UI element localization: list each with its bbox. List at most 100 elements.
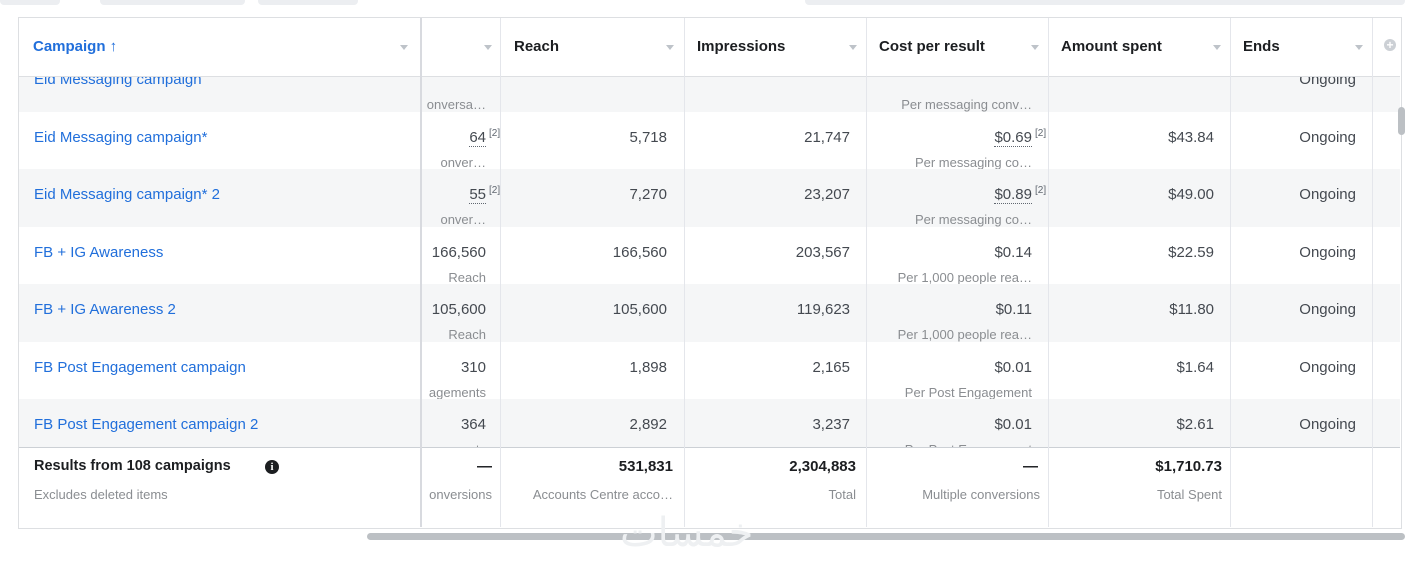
add-column-button[interactable]: +: [1384, 39, 1396, 51]
column-divider: [1372, 18, 1373, 527]
campaign-name[interactable]: FB Post Engagement campaign 2: [34, 416, 259, 433]
results-subtext: agements: [429, 442, 486, 448]
table-row[interactable]: FB + IG Awareness 2 105,600 Reach 105,600 11…: [19, 284, 1400, 342]
cost-value: $0.69 [2]: [994, 128, 1046, 147]
sort-caret[interactable]: [484, 45, 492, 50]
sort-caret[interactable]: [1213, 45, 1221, 50]
results-subtext: onver…: [440, 154, 486, 170]
results-value-value: 64: [469, 128, 486, 147]
results-value-wrap: 55 [2]: [469, 185, 500, 204]
table-row[interactable]: Eid Messaging campaign* 2 55 [2] onver… 7,27…: [19, 169, 1400, 227]
toolbar-fragment: [258, 0, 358, 5]
cost-subtext: Per messaging co…: [914, 154, 1032, 170]
reach-value: 2,892: [629, 416, 667, 433]
footnote-marker: [2]: [1035, 127, 1047, 139]
column-header[interactable]: Impressions: [697, 38, 786, 55]
table-body: Eid Messaging campaign onversa… Per messag…: [19, 77, 1400, 448]
reach-value: 5,718: [629, 128, 667, 146]
ends-value: Ongoing: [1299, 186, 1356, 203]
cost-value-wrap: $0.89 [2]: [994, 185, 1046, 204]
footer-impressions-subtext: Total: [828, 487, 856, 502]
campaign-name[interactable]: FB + IG Awareness 2: [34, 301, 176, 318]
reach-value: 1,898: [629, 358, 667, 376]
results-subtext: agements: [428, 384, 486, 400]
campaign-name[interactable]: Eid Messaging campaign: [34, 77, 202, 88]
table-row[interactable]: FB Post Engagement campaign 310 agements 1,…: [19, 341, 1400, 400]
results-subtext: Reach: [448, 327, 486, 342]
amount-spent-value: $11.80: [1169, 301, 1214, 318]
sort-caret[interactable]: [400, 45, 408, 50]
ends-value: Ongoing: [1299, 77, 1356, 88]
results-value-wrap: 64 [2]: [469, 128, 500, 147]
impressions-value: 203,567: [795, 243, 850, 261]
column-divider: [500, 18, 501, 527]
results-value: 166,560: [431, 243, 486, 261]
footer-cost: —: [1023, 458, 1038, 475]
results-value: 105,600: [431, 301, 486, 318]
sort-caret[interactable]: [1031, 45, 1039, 50]
cost-value-value: $0.89: [994, 186, 1032, 204]
cost-value-wrap: $0.69 [2]: [994, 128, 1046, 147]
impressions-value: 3,237: [812, 416, 850, 433]
campaign-name[interactable]: FB + IG Awareness: [34, 243, 164, 261]
ends-value: Ongoing: [1299, 128, 1356, 146]
footer-amount-spent: $1,710.73: [1155, 458, 1222, 475]
cost-subtext: Per messaging conv…: [901, 97, 1032, 112]
sort-caret[interactable]: [666, 45, 674, 50]
vertical-scrollbar[interactable]: [1398, 107, 1405, 135]
footnote-marker: [2]: [1035, 185, 1047, 196]
table-row[interactable]: Eid Messaging campaign* 64 [2] onver… 5,718 2…: [19, 111, 1400, 170]
cost-subtext: Per 1,000 people rea…: [897, 269, 1032, 285]
cost-subtext: Per Post Engagement: [904, 384, 1032, 400]
info-icon[interactable]: i: [265, 460, 279, 474]
footer-impressions: 2,304,883: [789, 458, 856, 475]
horizontal-scrollbar[interactable]: [367, 533, 1405, 540]
amount-spent-value: $49.00: [1168, 186, 1214, 203]
campaign-name[interactable]: FB Post Engagement campaign: [34, 358, 246, 376]
impressions-value: 23,207: [804, 186, 850, 203]
amount-spent-value: $1.64: [1176, 358, 1214, 376]
watermark: خمسات: [620, 510, 754, 556]
column-divider: [1230, 18, 1231, 527]
footer-border: [19, 447, 1400, 448]
results-value: 64 [2]: [469, 128, 500, 147]
cost-value: $0.14: [994, 243, 1032, 261]
column-header[interactable]: Amount spent: [1061, 38, 1162, 55]
results-value: 310: [460, 358, 486, 376]
column-divider: [866, 18, 867, 527]
results-value: 55 [2]: [469, 185, 500, 204]
table-row[interactable]: Eid Messaging campaign onversa… Per messag…: [19, 77, 1400, 112]
reach-value: 105,600: [612, 301, 667, 318]
cost-subtext: Per 1,000 people rea…: [897, 327, 1032, 342]
footer-results-subtext: onversions: [429, 487, 492, 502]
cost-subtext: Per Post Engagement: [905, 442, 1032, 448]
column-header[interactable]: Ends: [1243, 38, 1280, 55]
column-header[interactable]: Cost per result: [879, 38, 985, 55]
cost-value: $0.89 [2]: [994, 185, 1046, 204]
table-row[interactable]: FB + IG Awareness 166,560 Reach 166,560 203,…: [19, 226, 1400, 285]
reach-value: 7,270: [629, 186, 667, 203]
sort-caret[interactable]: [849, 45, 857, 50]
campaign-name[interactable]: Eid Messaging campaign* 2: [34, 186, 220, 203]
toolbar-fragment: [100, 0, 245, 5]
amount-spent-value: $43.84: [1168, 128, 1214, 146]
footer-reach: 531,831: [618, 458, 673, 475]
reach-value: 166,560: [612, 243, 667, 261]
footer-label: Results from 108 campaigns: [34, 458, 231, 474]
column-header[interactable]: Campaign ↑: [33, 38, 118, 55]
results-subtext: onver…: [440, 212, 486, 227]
column-divider: [1048, 18, 1049, 527]
table-row[interactable]: FB Post Engagement campaign 2 364 agements…: [19, 399, 1400, 448]
campaign-name[interactable]: Eid Messaging campaign*: [34, 128, 208, 146]
footer-results: —: [477, 458, 492, 475]
sort-caret[interactable]: [1355, 45, 1363, 50]
column-divider: [684, 18, 685, 527]
impressions-value: 21,747: [804, 128, 850, 146]
footer-amount-subtext: Total Spent: [1156, 487, 1222, 502]
toolbar-fragment: [0, 0, 60, 5]
results-subtext: Reach: [448, 269, 486, 285]
column-header[interactable]: Reach: [514, 38, 560, 55]
ends-value: Ongoing: [1299, 358, 1356, 376]
cost-value: $0.01: [994, 416, 1032, 433]
